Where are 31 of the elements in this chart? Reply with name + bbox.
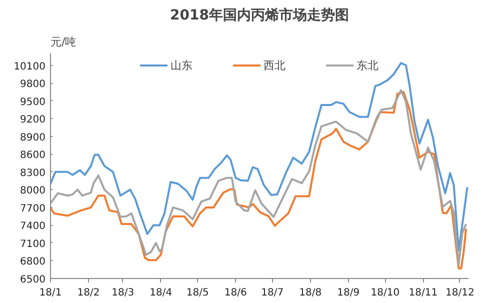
y-tick-label: 9800 [20,79,46,90]
legend-label: 东北 [356,58,378,72]
x-tick-label: 18/6 [224,288,247,298]
x-tick-label: 18/8 [299,288,322,298]
y-tick-label: 8300 [20,168,46,179]
x-tick-label: 18/9 [337,288,360,298]
y-tick-label: 9500 [20,96,46,108]
x-tick-label: 18/2 [77,288,100,298]
chart-title: 2018年国内丙烯市场走势图 [170,6,349,24]
y-tick-label: 10100 [14,61,46,72]
y-axis-title: 元/吨 [50,36,76,48]
x-tick-label: 18/11 [408,288,438,298]
y-tick-label: 7700 [20,203,46,214]
x-tick-label: 18/4 [150,288,172,298]
y-tick-label: 7100 [20,238,46,250]
legend-label: 山东 [170,58,192,72]
y-tick-label: 8900 [20,132,46,144]
x-tick-label: 18/1 [39,288,62,298]
x-tick-label: 18/5 [186,288,209,298]
x-tick-label: 18/12 [446,288,474,298]
y-tick-label: 6500 [20,274,46,286]
y-tick-label: 8600 [20,150,46,162]
y-tick-label: 7400 [20,221,46,232]
line-series [50,62,468,252]
x-tick-label: 18/3 [112,288,134,298]
x-tick-label: 18/10 [370,288,400,298]
x-tick-label: 18/7 [261,288,284,298]
legend-label: 西北 [264,58,286,72]
y-tick-label: 9200 [20,114,46,126]
y-tick-label: 6800 [20,256,46,268]
y-tick-label: 8000 [20,186,46,197]
